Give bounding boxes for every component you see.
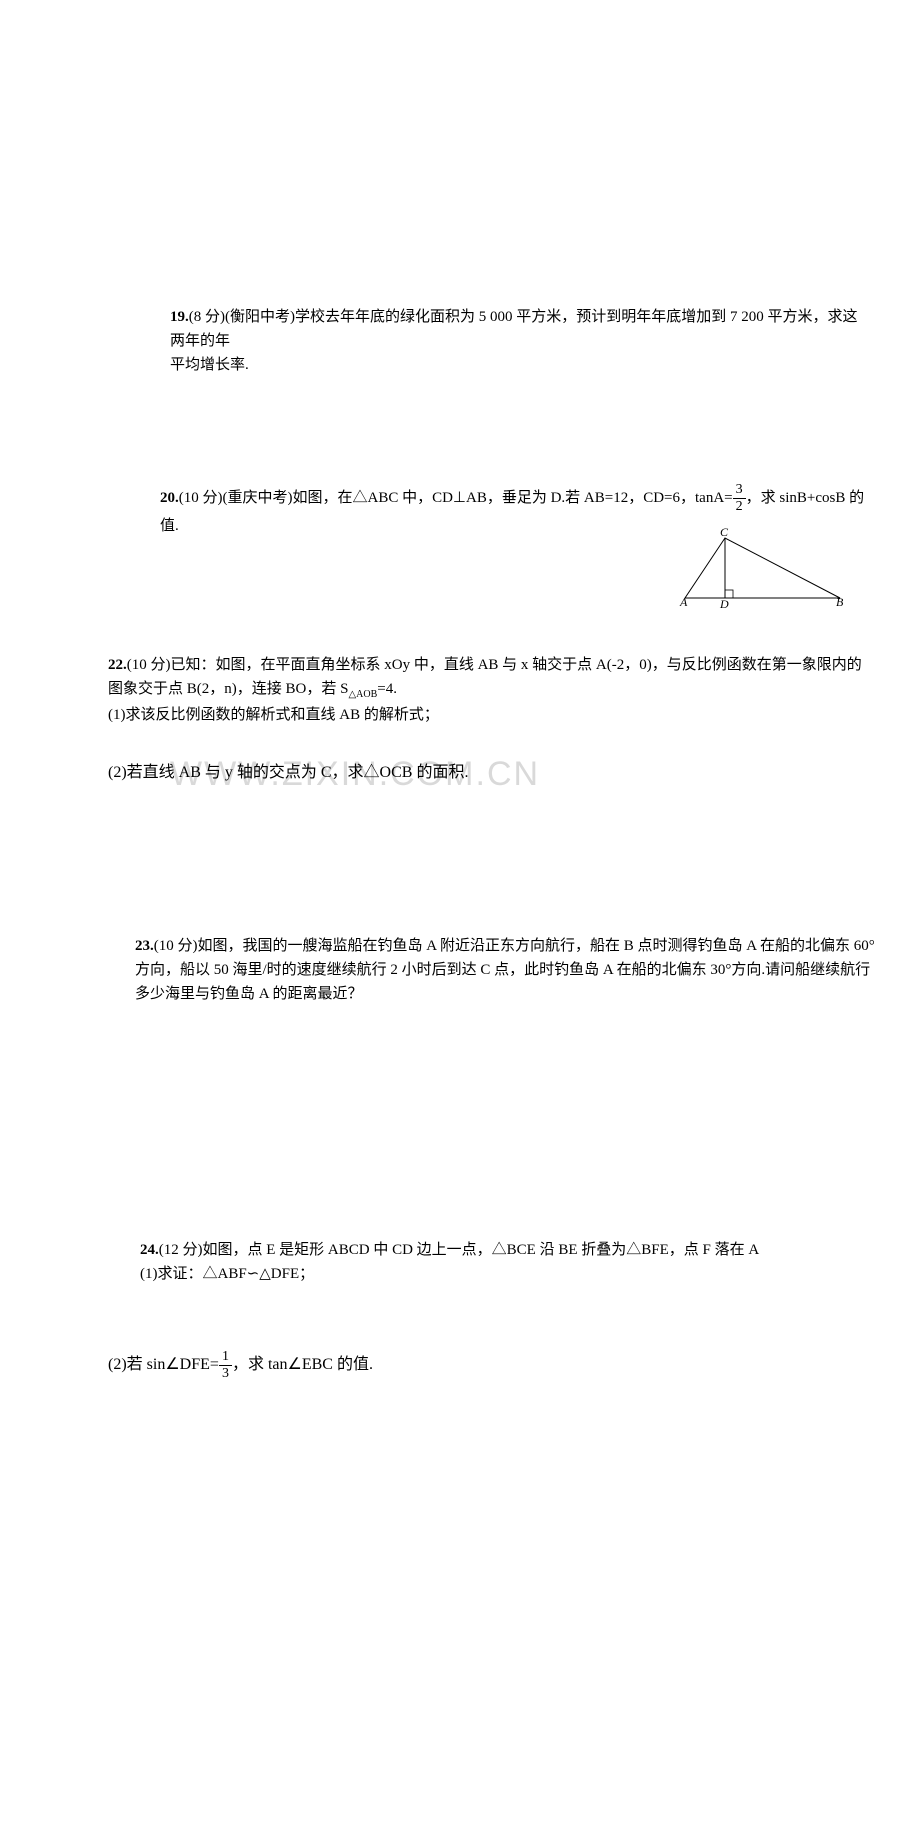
problem-22: 22.(10 分)已知：如图，在平面直角坐标系 xOy 中，直线 AB 与 x …	[108, 653, 888, 727]
q20-meta: (10 分)(重庆中考)	[179, 490, 293, 506]
q24-meta: (12 分)	[159, 1242, 203, 1258]
q24-line2: (1)求证：△ABF∽△DFE；	[140, 1266, 314, 1282]
q22-meta: (10 分)	[127, 657, 171, 673]
q19-meta: (8 分)(衡阳中考)	[189, 309, 295, 325]
q23-line2: 方向，船以 50 海里/时的速度继续航行 2 小时后到达 C 点，此时钓鱼岛 A…	[135, 962, 870, 978]
svg-text:B: B	[836, 595, 844, 608]
svg-text:C: C	[720, 528, 729, 539]
q20-text-a: 如图，在△ABC 中，CD⊥AB，垂足为 D.若 AB=12，CD=6，tanA…	[292, 490, 732, 506]
problem-24: 24.(12 分)如图，点 E 是矩形 ABCD 中 CD 边上一点，△BCE …	[140, 1238, 880, 1286]
q22-line2a: 图象交于点 B(2，n)，连接 BO，若 S	[108, 681, 348, 697]
q22-number: 22.	[108, 657, 127, 673]
svg-text:A: A	[679, 595, 688, 608]
q20-fraction: 32	[733, 483, 746, 514]
q22-line1: 已知：如图，在平面直角坐标系 xOy 中，直线 AB 与 x 轴交于点 A(-2…	[171, 657, 862, 673]
q20-figure: A B C D	[670, 528, 850, 608]
q23-line3: 多少海里与钓鱼岛 A 的距离最近？	[135, 986, 363, 1002]
q24-frac-num: 1	[219, 1350, 232, 1366]
q24-line3a: (2)若 sin∠DFE=	[108, 1356, 219, 1373]
q20-number: 20.	[160, 490, 179, 506]
triangle-icon: A B C D	[670, 528, 850, 608]
q24-fraction: 13	[219, 1350, 232, 1381]
q19-text-b: 平均增长率.	[170, 357, 249, 373]
q24-line1: 如图，点 E 是矩形 ABCD 中 CD 边上一点，△BCE 沿 BE 折叠为△…	[203, 1242, 760, 1258]
q20-frac-den: 2	[733, 499, 746, 514]
problem-23: 23.(10 分)如图，我国的一艘海监船在钓鱼岛 A 附近沿正东方向航行，船在 …	[135, 934, 875, 1006]
q24-number: 24.	[140, 1242, 159, 1258]
page: WWW.ZIXIN.COM.CN 19.(8 分)(衡阳中考)学校去年年底的绿化…	[0, 0, 920, 1845]
problem-22-part2: (2)若直线 AB 与 y 轴的交点为 C，求△OCB 的面积.	[108, 760, 888, 786]
q22-line4: (2)若直线 AB 与 y 轴的交点为 C，求△OCB 的面积.	[108, 764, 468, 781]
svg-text:D: D	[719, 597, 729, 608]
q23-number: 23.	[135, 938, 154, 954]
problem-19: 19.(8 分)(衡阳中考)学校去年年底的绿化面积为 5 000 平方米，预计到…	[170, 305, 870, 377]
q24-line3b: ，求 tan∠EBC 的值.	[232, 1356, 373, 1373]
q22-line2sub: △AOB	[348, 689, 377, 700]
q19-number: 19.	[170, 309, 189, 325]
q22-line3: (1)求该反比例函数的解析式和直线 AB 的解析式；	[108, 707, 439, 723]
problem-24-part2: (2)若 sin∠DFE=13，求 tan∠EBC 的值.	[108, 1350, 848, 1381]
q23-line1: 如图，我国的一艘海监船在钓鱼岛 A 附近沿正东方向航行，船在 B 点时测得钓鱼岛…	[198, 938, 875, 954]
q22-line2b: =4.	[377, 681, 397, 697]
q23-meta: (10 分)	[154, 938, 198, 954]
q20-frac-num: 3	[733, 483, 746, 499]
q24-frac-den: 3	[219, 1366, 232, 1381]
